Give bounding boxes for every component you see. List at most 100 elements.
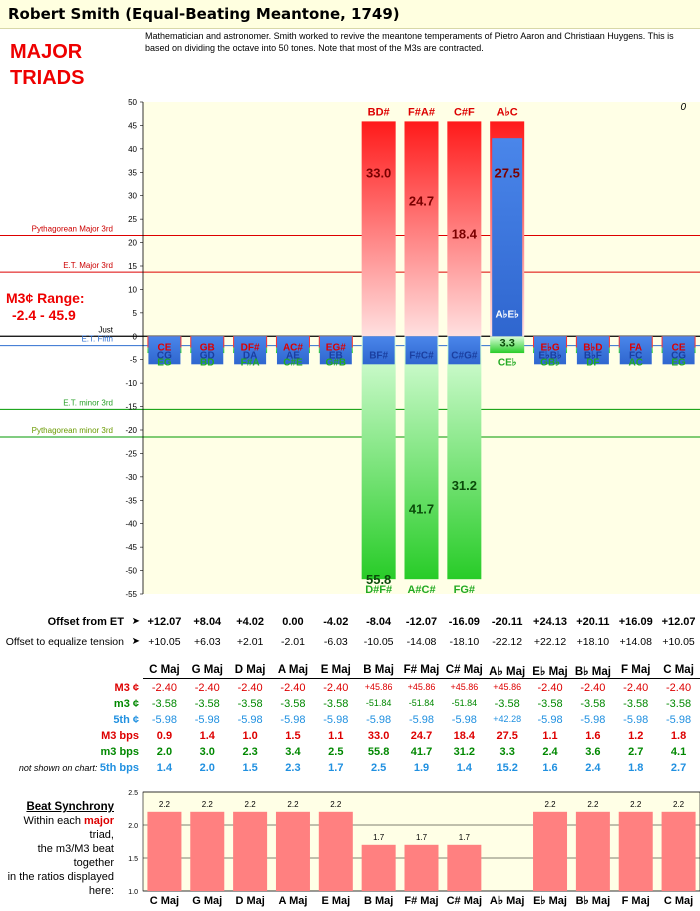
sync-category-label: F Maj (622, 895, 650, 907)
sync-value-label: 1.7 (459, 833, 471, 842)
M3-interval-label: GB (200, 342, 215, 353)
M3-beat-label: 18.4 (452, 227, 478, 242)
sync-text-4: here: (88, 885, 114, 897)
table-cell: -3.58 (537, 698, 563, 710)
y-tick-label: 45 (128, 121, 137, 130)
y-tick-label: -40 (125, 520, 137, 529)
sync-y-tick-label: 1.5 (128, 856, 138, 863)
m3-interval-label: G#B (326, 357, 347, 368)
sync-text-2: the m3/M3 beat together (37, 843, 114, 869)
table-row-label: not shown on chart: 5th bps (0, 762, 139, 774)
table-cell: 1.4 (456, 762, 472, 774)
sync-category-label: A Maj (278, 895, 307, 907)
sync-description: Beat Synchrony Within each major triad, … (4, 800, 114, 898)
table-row-label: 5th ¢ (113, 714, 139, 726)
offset-et-label: Offset from ET (47, 616, 124, 628)
fifth-bar (662, 336, 695, 365)
sync-category-label: C# Maj (447, 895, 482, 907)
table-cell: -2.40 (280, 682, 306, 694)
table-cell: 1.6 (542, 762, 558, 774)
table-cell: 4.1 (670, 746, 687, 758)
y-tick-label: 5 (133, 309, 138, 318)
table-cell: 33.0 (367, 730, 390, 742)
sync-bar (275, 811, 310, 891)
fifth-interval-label: C#G# (451, 350, 478, 361)
table-row-note: not shown on chart: (18, 763, 100, 773)
offset-value: +20.11 (576, 616, 610, 628)
table-cell: 31.2 (453, 746, 476, 758)
fifth-interval-label: CG (157, 350, 172, 361)
y-tick-label: -25 (125, 449, 137, 458)
reference-line-label: Pythagorean Major 3rd (32, 225, 113, 234)
fifth-interval-label: GD (200, 350, 215, 361)
sync-heading: Beat Synchrony (26, 801, 114, 813)
M3-interval-label: E♭G (540, 342, 559, 353)
table-row: M3 ¢ -2.40 -2.40 -2.40 -2.40 -2.40 +45.86 +45.8… (0, 682, 700, 698)
fifth-interval-label: FC (629, 350, 642, 361)
fifth-bar (534, 336, 567, 365)
table-cell: -5.98 (237, 714, 263, 726)
fifth-bar (276, 336, 309, 365)
table-cell: 2.5 (328, 746, 344, 758)
sync-category-label: B♭ Maj (576, 895, 611, 907)
y-tick-label: -35 (125, 496, 137, 505)
m3-interval-label: CE♭ (498, 357, 517, 368)
table-column-header: B♭ Maj (574, 666, 611, 678)
table-cell: 15.2 (496, 762, 518, 774)
table-column-header: F# Maj (403, 664, 440, 676)
fifth-bar (234, 336, 267, 365)
M3-interval-label: FA (629, 342, 642, 353)
table-cell: 2.4 (585, 762, 601, 774)
fifth-bar (448, 336, 481, 365)
sync-value-label: 2.2 (673, 800, 685, 809)
table-cell: -3.58 (280, 698, 306, 710)
offset-value: +4.02 (236, 616, 265, 628)
offset-et-arrow: ➤ (131, 616, 140, 627)
sync-value-label: 1.7 (416, 833, 428, 842)
sync-bar (447, 844, 482, 891)
offset-value: -10.05 (363, 636, 394, 648)
table-cell: 1.5 (242, 762, 258, 774)
table-column-header: C# Maj (445, 664, 483, 676)
y-tick-label: -30 (125, 473, 137, 482)
sync-value-label: 2.2 (202, 800, 214, 809)
offset-value: 0.00 (282, 616, 304, 628)
m3-bar (361, 336, 396, 580)
sync-value-label: 2.2 (587, 800, 599, 809)
table-cell: 1.9 (413, 762, 430, 774)
fifth-bar (148, 336, 181, 365)
table-cell: -51.84 (408, 698, 435, 708)
sync-value-label: 1.7 (373, 833, 385, 842)
table-cell: 1.5 (285, 730, 301, 742)
offset-value: +22.12 (533, 636, 567, 648)
sync-bar (233, 811, 268, 891)
y-tick-label: -10 (125, 379, 137, 388)
table-row: 5th ¢ -5.98 -5.98 -5.98 -5.98 -5.98 -5.98 -5.98… (0, 714, 700, 730)
m3-interval-label: FG# (454, 584, 475, 596)
table-cell: 0.9 (156, 730, 173, 742)
sync-bar (147, 811, 182, 891)
table-column-header: G Maj (191, 664, 223, 676)
table-cell: -3.58 (623, 698, 649, 710)
sync-text-emph: major (84, 815, 114, 827)
sync-y-tick-label: 1.0 (128, 889, 138, 896)
m3-beat-label: 55.8 (366, 572, 391, 587)
table-cell: -5.98 (623, 714, 649, 726)
table-column-header: A♭ Maj (489, 666, 526, 678)
offset-value: +12.07 (147, 616, 182, 628)
table-row-label-main: 5th bps (99, 762, 139, 774)
table-cell: -2.40 (151, 682, 177, 694)
sync-bar (661, 811, 696, 891)
fifth-interval-label: F#C# (409, 350, 434, 361)
sync-value-label: 2.2 (245, 800, 257, 809)
sync-value-label: 2.2 (159, 800, 171, 809)
offset-value: +2.01 (236, 636, 264, 648)
table-cell: -3.58 (151, 698, 177, 710)
y-tick-label: 50 (128, 98, 137, 107)
M3-bar (361, 121, 396, 337)
table-cell: 1.0 (242, 730, 258, 742)
fifth-interval-label: AE (286, 350, 300, 361)
M3-interval-label: CE (672, 342, 686, 353)
title-bar (0, 0, 700, 29)
table-row-label: m3 ¢ (113, 698, 139, 710)
